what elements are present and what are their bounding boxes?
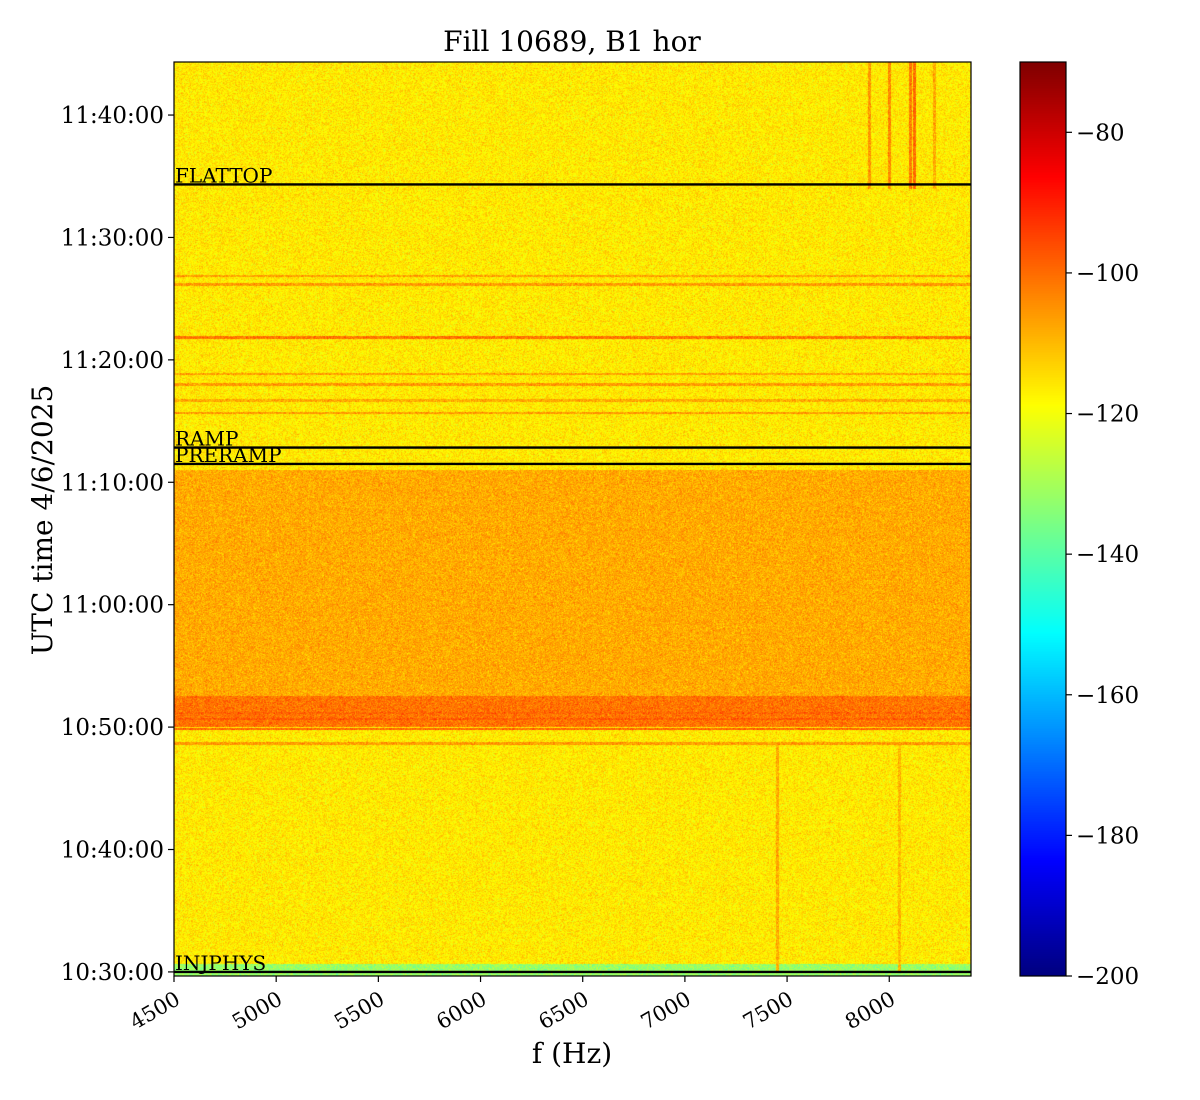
annotation-label: INJPHYS xyxy=(175,951,266,975)
x-axis-label: f (Hz) xyxy=(532,1037,612,1070)
annotation-label: PRERAMP xyxy=(175,443,282,467)
colorbar-tick-label: −120 xyxy=(1076,402,1139,428)
colorbar-tick-label: −140 xyxy=(1076,542,1139,568)
annotation-label: RAMP xyxy=(175,427,238,451)
x-tick-label: 8000 xyxy=(841,987,899,1035)
colorbar-tick-label: −80 xyxy=(1076,120,1125,146)
x-tick-label: 5000 xyxy=(228,987,286,1035)
y-tick-label: 11:10:00 xyxy=(61,470,164,496)
y-tick-label: 10:30:00 xyxy=(61,960,164,986)
annotation-label: FLATTOP xyxy=(175,163,272,187)
y-tick-label: 11:00:00 xyxy=(61,593,164,619)
y-tick-label: 11:20:00 xyxy=(61,348,164,374)
x-tick-label: 6500 xyxy=(535,987,593,1035)
x-axis-ticks: 4500 5000 5500 6000 6500 7000 7500 8000 xyxy=(126,976,899,1035)
colorbar-tick-label: −100 xyxy=(1076,261,1139,287)
chart-title: Fill 10689, B1 hor xyxy=(443,25,701,58)
y-tick-label: 10:50:00 xyxy=(61,715,164,741)
y-tick-label: 11:30:00 xyxy=(61,225,164,251)
x-tick-label: 6000 xyxy=(432,987,490,1035)
colorbar-frame xyxy=(1019,61,1067,977)
y-axis-ticks: 10:30:00 10:40:00 10:50:00 11:00:00 11:10:00… xyxy=(61,103,174,986)
plot-frame xyxy=(173,61,972,977)
spectrogram-heatmap xyxy=(174,62,971,976)
colorbar-tick-label: −200 xyxy=(1076,964,1139,990)
y-tick-label: 11:40:00 xyxy=(61,103,164,129)
x-tick-label: 4500 xyxy=(126,987,184,1035)
x-tick-label: 5500 xyxy=(330,987,388,1035)
colorbar-ticks: −80 −100 −120 −140 −160 −180 −200 xyxy=(1066,120,1139,990)
x-tick-label: 7500 xyxy=(739,987,797,1035)
colorbar-tick-label: −160 xyxy=(1076,683,1139,709)
colorbar-gradient xyxy=(1020,62,1066,976)
x-tick-label: 7000 xyxy=(637,987,695,1035)
y-tick-label: 10:40:00 xyxy=(61,838,164,864)
y-axis-label: UTC time 4/6/2025 xyxy=(26,385,59,656)
colorbar-tick-label: −180 xyxy=(1076,823,1139,849)
